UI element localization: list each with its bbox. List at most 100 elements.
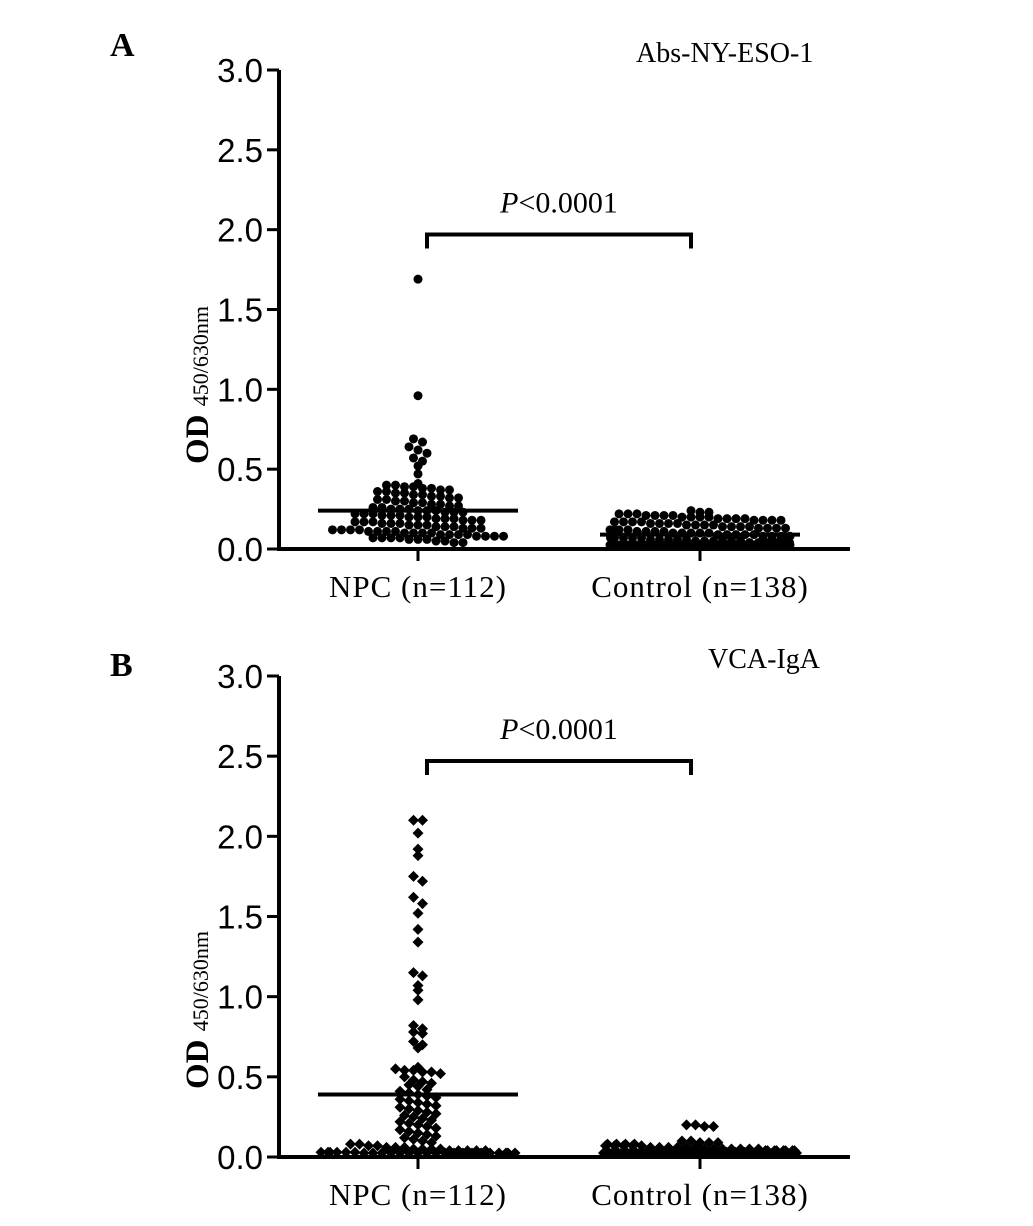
y-tick-label: 1.5 <box>217 899 263 936</box>
data-point <box>699 540 709 550</box>
data-point <box>686 512 696 522</box>
data-point <box>359 517 369 527</box>
data-point <box>368 533 378 543</box>
data-point <box>713 514 723 524</box>
y-tick-label: 0.0 <box>217 531 263 568</box>
y-axis-label-main: OD <box>180 1039 216 1089</box>
data-point <box>395 518 405 528</box>
data-point <box>427 483 436 493</box>
y-tick-label: 0.0 <box>217 1139 263 1176</box>
data-point <box>382 495 391 505</box>
data-point <box>762 540 772 550</box>
data-point <box>440 536 450 546</box>
data-point <box>408 1133 419 1145</box>
data-point <box>394 1116 406 1128</box>
data-point <box>412 1119 424 1131</box>
data-point <box>412 936 424 948</box>
data-point <box>345 1138 356 1150</box>
y-tick-label: 2.0 <box>217 212 263 249</box>
data-point <box>412 827 424 839</box>
data-point <box>682 520 691 530</box>
data-point <box>421 1121 433 1133</box>
data-point <box>454 530 463 540</box>
data-point <box>386 533 396 543</box>
data-point <box>377 533 387 543</box>
data-point <box>440 522 450 532</box>
data-point <box>355 525 364 535</box>
data-point <box>614 540 624 550</box>
data-point <box>340 1146 352 1158</box>
data-point <box>457 1147 469 1159</box>
data-point <box>412 1147 424 1159</box>
data-point <box>421 1098 433 1110</box>
data-point <box>349 1146 361 1158</box>
y-tick-label: 1.0 <box>217 979 263 1016</box>
data-point <box>449 522 459 532</box>
data-point <box>399 1132 410 1144</box>
data-point <box>422 448 432 458</box>
y-axis-label: OD 450/630nm <box>180 931 216 1089</box>
data-point <box>417 1135 428 1147</box>
data-point <box>500 1147 512 1159</box>
data-point <box>413 512 423 522</box>
data-point <box>412 1096 424 1108</box>
data-point <box>350 517 360 527</box>
data-point <box>376 1147 388 1159</box>
data-point <box>417 1066 428 1078</box>
data-point <box>776 515 786 525</box>
data-point <box>458 523 468 533</box>
x-tick-label: NPC (n=112) <box>329 1177 507 1212</box>
data-point <box>735 540 745 550</box>
data-point <box>395 533 405 543</box>
data-point <box>641 510 651 520</box>
data-point <box>476 523 486 533</box>
data-point <box>386 510 396 520</box>
data-point <box>490 531 499 541</box>
data-point <box>632 540 642 550</box>
data-point <box>681 540 691 550</box>
data-point <box>418 483 427 493</box>
data-point <box>458 515 468 525</box>
data-point <box>436 491 445 501</box>
data-point <box>417 875 428 887</box>
data-point <box>427 499 436 509</box>
y-tick-label: 3.0 <box>217 658 263 695</box>
data-point <box>708 540 718 550</box>
data-point <box>718 522 727 532</box>
data-point <box>409 482 418 492</box>
data-point <box>655 518 664 528</box>
data-point <box>386 518 396 528</box>
data-point <box>736 522 745 532</box>
data-point <box>605 540 615 550</box>
data-point <box>695 512 705 522</box>
data-point <box>448 1147 460 1159</box>
data-point <box>430 1122 442 1134</box>
significance-bracket <box>425 232 693 249</box>
data-point <box>691 520 700 530</box>
x-tick-label: NPC (n=112) <box>329 569 507 604</box>
data-point <box>727 522 736 532</box>
data-point <box>328 525 337 535</box>
y-axis-label: OD 450/630nm <box>180 306 216 464</box>
y-tick-label: 1.0 <box>217 371 263 408</box>
svg-text:OD 450/630nm: OD 450/630nm <box>180 931 216 1089</box>
data-point <box>772 523 781 533</box>
data-point <box>373 487 382 497</box>
data-point <box>763 523 772 533</box>
data-point <box>623 540 633 550</box>
data-point <box>421 1084 433 1096</box>
data-point <box>413 534 423 544</box>
significance-bracket <box>425 758 693 775</box>
data-point <box>418 498 427 508</box>
data-point <box>421 1147 433 1159</box>
data-point <box>403 1079 415 1091</box>
data-point <box>445 501 454 511</box>
data-point <box>412 923 424 935</box>
data-point <box>445 485 454 495</box>
data-point <box>412 907 424 919</box>
data-point <box>372 1140 383 1152</box>
data-point <box>623 525 633 535</box>
data-point <box>364 526 373 536</box>
data-point <box>404 442 414 452</box>
data-point <box>322 1146 334 1158</box>
